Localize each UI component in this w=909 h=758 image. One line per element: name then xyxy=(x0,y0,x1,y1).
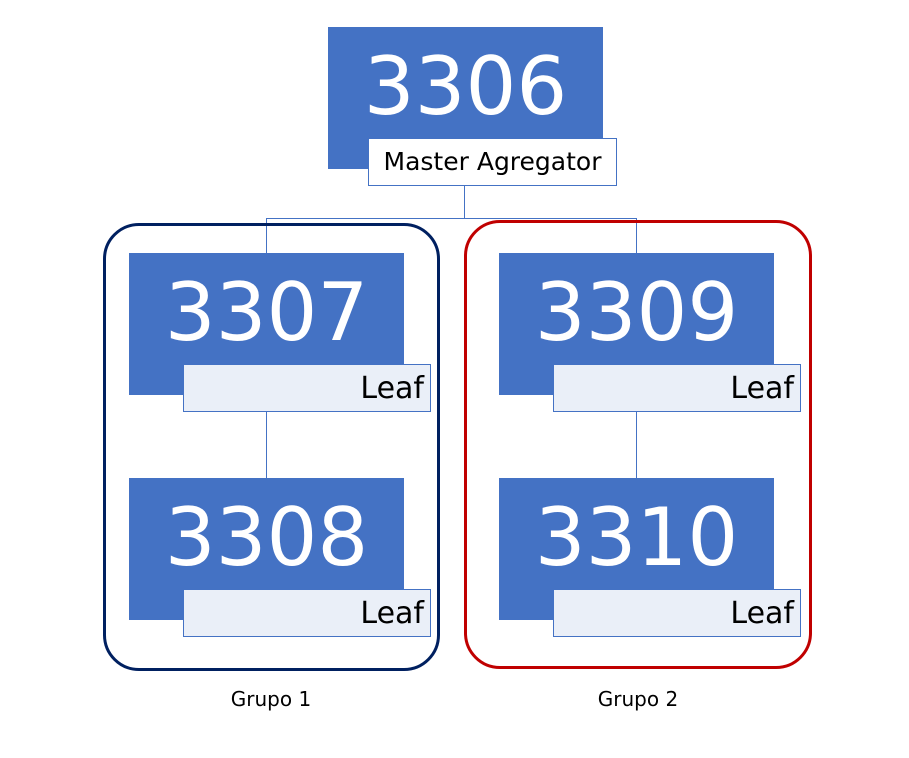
connector-horizontal xyxy=(266,218,637,219)
master-node: 3306 xyxy=(328,27,603,169)
node-label: Leaf xyxy=(553,364,801,412)
connector-3307-3308 xyxy=(266,411,267,479)
group-2-frame xyxy=(464,220,812,669)
connector-group1-down xyxy=(266,218,267,254)
node-number: 3309 xyxy=(534,266,739,359)
node-number: 3310 xyxy=(534,491,739,584)
connector-group2-down xyxy=(636,218,637,254)
node-label: Leaf xyxy=(553,589,801,637)
master-node-label: Master Agregator xyxy=(368,138,617,186)
master-node-number: 3306 xyxy=(363,40,568,133)
node-number: 3307 xyxy=(164,266,369,359)
node-label: Leaf xyxy=(183,364,431,412)
group-1-label: Grupo 1 xyxy=(230,687,312,711)
connector-3309-3310 xyxy=(636,411,637,479)
group-2-label: Grupo 2 xyxy=(597,687,679,711)
node-number: 3308 xyxy=(164,491,369,584)
node-label: Leaf xyxy=(183,589,431,637)
group-1-frame xyxy=(103,223,440,671)
connector-master-down xyxy=(464,185,465,218)
